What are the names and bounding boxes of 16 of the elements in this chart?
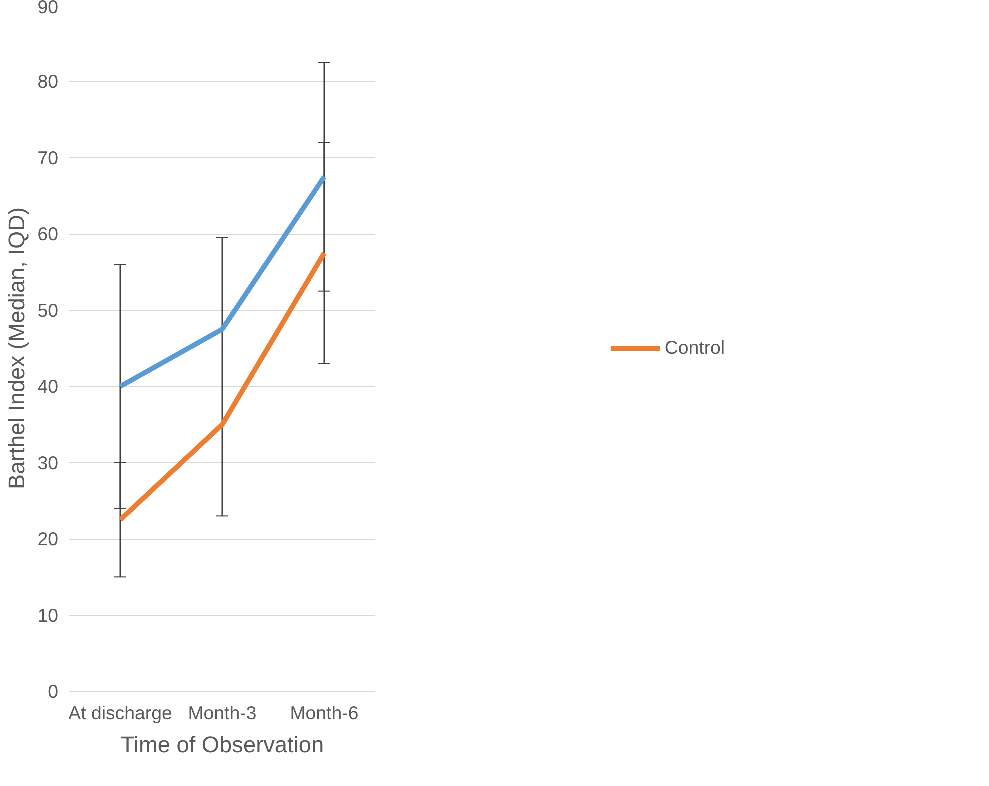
y-axis-title: Barthel Index (Median, IQD) [4, 207, 30, 490]
x-tick-label: Month-3 [188, 702, 257, 724]
y-tick-label: 10 [38, 604, 59, 626]
x-tick-label: Month-6 [290, 702, 359, 724]
x-axis-title: Time of Observation [120, 732, 324, 758]
y-tick-label: 30 [38, 452, 59, 474]
y-tick-label: 40 [38, 376, 59, 398]
y-tick-label: 90 [38, 0, 59, 18]
x-tick-label: At discharge [68, 702, 172, 724]
y-tick-label: 80 [38, 71, 59, 92]
y-tick-label: 0 [48, 681, 59, 702]
y-tick-label: 70 [38, 147, 59, 168]
legend-label: Control [664, 337, 726, 359]
y-tick-label: 60 [38, 224, 59, 245]
y-tick-label: 20 [38, 528, 59, 550]
y-tick-label: 50 [38, 300, 59, 321]
